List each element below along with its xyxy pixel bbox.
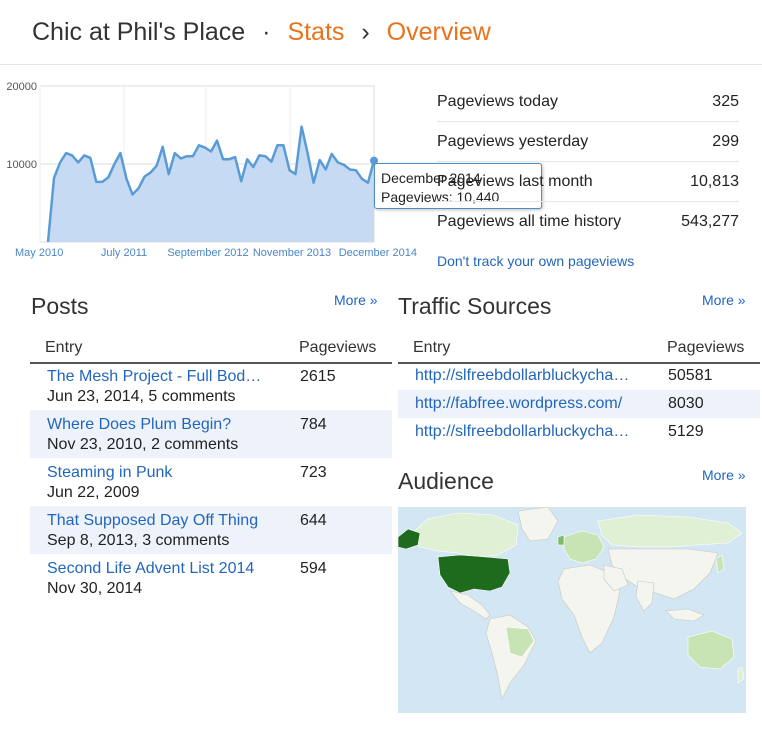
stat-label: Pageviews today [437, 93, 558, 110]
stat-last-month: Pageviews last month 10,813 [437, 162, 739, 202]
indonesia-region [665, 608, 705, 622]
tooltip-title: December 2014 [381, 170, 481, 186]
blog-name: Chic at Phil's Place [32, 18, 246, 46]
table-row: The Mesh Project - Full Bod… Jun 23, 201… [30, 362, 392, 410]
japan-region [715, 554, 725, 574]
chevron-right-icon: › [361, 18, 370, 46]
post-meta: Jun 22, 2009 [47, 484, 140, 501]
col-entry: Entry [45, 339, 83, 356]
pageviews-chart-svg: 20000 10000 May 2010 July 2011 September 201… [6, 81, 417, 259]
posts-more-link[interactable]: More » [334, 292, 378, 308]
stat-label: Pageviews yesterday [437, 133, 589, 150]
traffic-more-link[interactable]: More » [702, 292, 746, 308]
col-pageviews: Pageviews [299, 339, 377, 356]
stat-today: Pageviews today 325 [437, 82, 739, 122]
posts-title: Posts [31, 293, 89, 319]
table-row: http://slfreebdollarbluckycha… 5129 [398, 418, 760, 446]
post-meta: Nov 30, 2014 [47, 580, 143, 597]
stat-label: Pageviews last month [437, 173, 593, 190]
breadcrumb-separator: · [262, 18, 271, 46]
page-header: Chic at Phil's Place · Stats › Overview [0, 0, 762, 65]
x-tick-label: December 2014 [339, 247, 417, 259]
source-link[interactable]: http://slfreebdollarbluckycha… [415, 423, 630, 440]
x-tick-label: July 2011 [101, 247, 147, 259]
table-row: Second Life Advent List 2014 Nov 30, 201… [30, 554, 392, 602]
table-row: http://slfreebdollarbluckycha… 50581 [398, 362, 760, 390]
source-pageviews: 5129 [668, 423, 704, 440]
table-row: That Supposed Day Off Thing Sep 8, 2013,… [30, 506, 392, 554]
post-pageviews: 644 [300, 512, 327, 529]
stat-label: Pageviews all time history [437, 213, 622, 230]
table-row: Where Does Plum Begin? Nov 23, 2010, 2 c… [30, 410, 392, 458]
audience-more-link[interactable]: More » [702, 467, 746, 483]
uk-region [557, 534, 565, 546]
post-meta: Nov 23, 2010, 2 comments [47, 436, 239, 453]
usa-region [437, 554, 511, 594]
stat-value: 10,813 [690, 173, 739, 190]
source-pageviews: 8030 [668, 395, 704, 412]
india-region [635, 580, 655, 612]
mexico-region [449, 590, 491, 620]
x-tick-label: September 2012 [167, 247, 248, 259]
pageviews-line [46, 125, 376, 243]
pageviews-area [48, 126, 374, 242]
col-entry: Entry [413, 339, 451, 356]
pageviews-chart[interactable]: 20000 10000 May 2010 July 2011 September 201… [0, 72, 420, 267]
audience-world-map[interactable] [398, 507, 746, 713]
post-pageviews: 784 [300, 416, 327, 433]
russia-region [597, 514, 743, 548]
post-meta: Sep 8, 2013, 3 comments [47, 532, 230, 549]
post-link[interactable]: Second Life Advent List 2014 [47, 560, 255, 577]
post-link[interactable]: Where Does Plum Begin? [47, 416, 232, 433]
audience-title: Audience [398, 468, 494, 494]
traffic-table-header: Entry Pageviews [398, 333, 760, 364]
brazil-region [505, 626, 535, 658]
stat-value: 543,277 [681, 213, 739, 230]
source-link[interactable]: http://slfreebdollarbluckycha… [415, 367, 630, 384]
world-map-svg [398, 507, 745, 700]
x-tick-label: May 2010 [15, 247, 63, 259]
stat-value: 325 [712, 93, 739, 110]
australia-region [687, 630, 735, 670]
asia-region [607, 548, 719, 600]
greenland-region [517, 507, 559, 542]
post-pageviews: 594 [300, 560, 327, 577]
overview-link[interactable]: Overview [386, 18, 491, 46]
post-pageviews: 723 [300, 464, 327, 481]
pageview-stats: Pageviews today 325 Pageviews yesterday … [437, 82, 739, 241]
canada-region [407, 512, 519, 558]
alaska-region [398, 528, 421, 550]
europe-region [563, 530, 605, 564]
breadcrumb: Chic at Phil's Place · Stats › Overview [32, 18, 491, 47]
table-row: Steaming in Punk Jun 22, 2009 723 [30, 458, 392, 506]
y-tick-label: 10000 [6, 159, 37, 171]
middle-east-region [603, 564, 629, 592]
post-meta: Jun 23, 2014, 5 comments [47, 388, 236, 405]
new-zealand-region [737, 666, 745, 684]
x-tick-label: November 2013 [253, 247, 331, 259]
stat-all-time: Pageviews all time history 543,277 [437, 202, 739, 241]
stat-value: 299 [712, 133, 739, 150]
post-link[interactable]: Steaming in Punk [47, 464, 173, 481]
source-pageviews: 50581 [668, 367, 713, 384]
data-point [370, 156, 378, 165]
source-link[interactable]: http://fabfree.wordpress.com/ [415, 395, 623, 412]
dont-track-link[interactable]: Don't track your own pageviews [437, 253, 635, 269]
traffic-sources-title: Traffic Sources [398, 293, 552, 319]
post-link[interactable]: The Mesh Project - Full Bod… [47, 368, 262, 385]
table-row: http://fabfree.wordpress.com/ 8030 [398, 390, 760, 418]
posts-table-header: Entry Pageviews [30, 333, 392, 364]
y-tick-label: 20000 [6, 81, 37, 93]
col-pageviews: Pageviews [667, 339, 745, 356]
post-pageviews: 2615 [300, 368, 336, 385]
stat-yesterday: Pageviews yesterday 299 [437, 122, 739, 162]
post-link[interactable]: That Supposed Day Off Thing [47, 512, 259, 529]
stats-link[interactable]: Stats [287, 18, 345, 46]
